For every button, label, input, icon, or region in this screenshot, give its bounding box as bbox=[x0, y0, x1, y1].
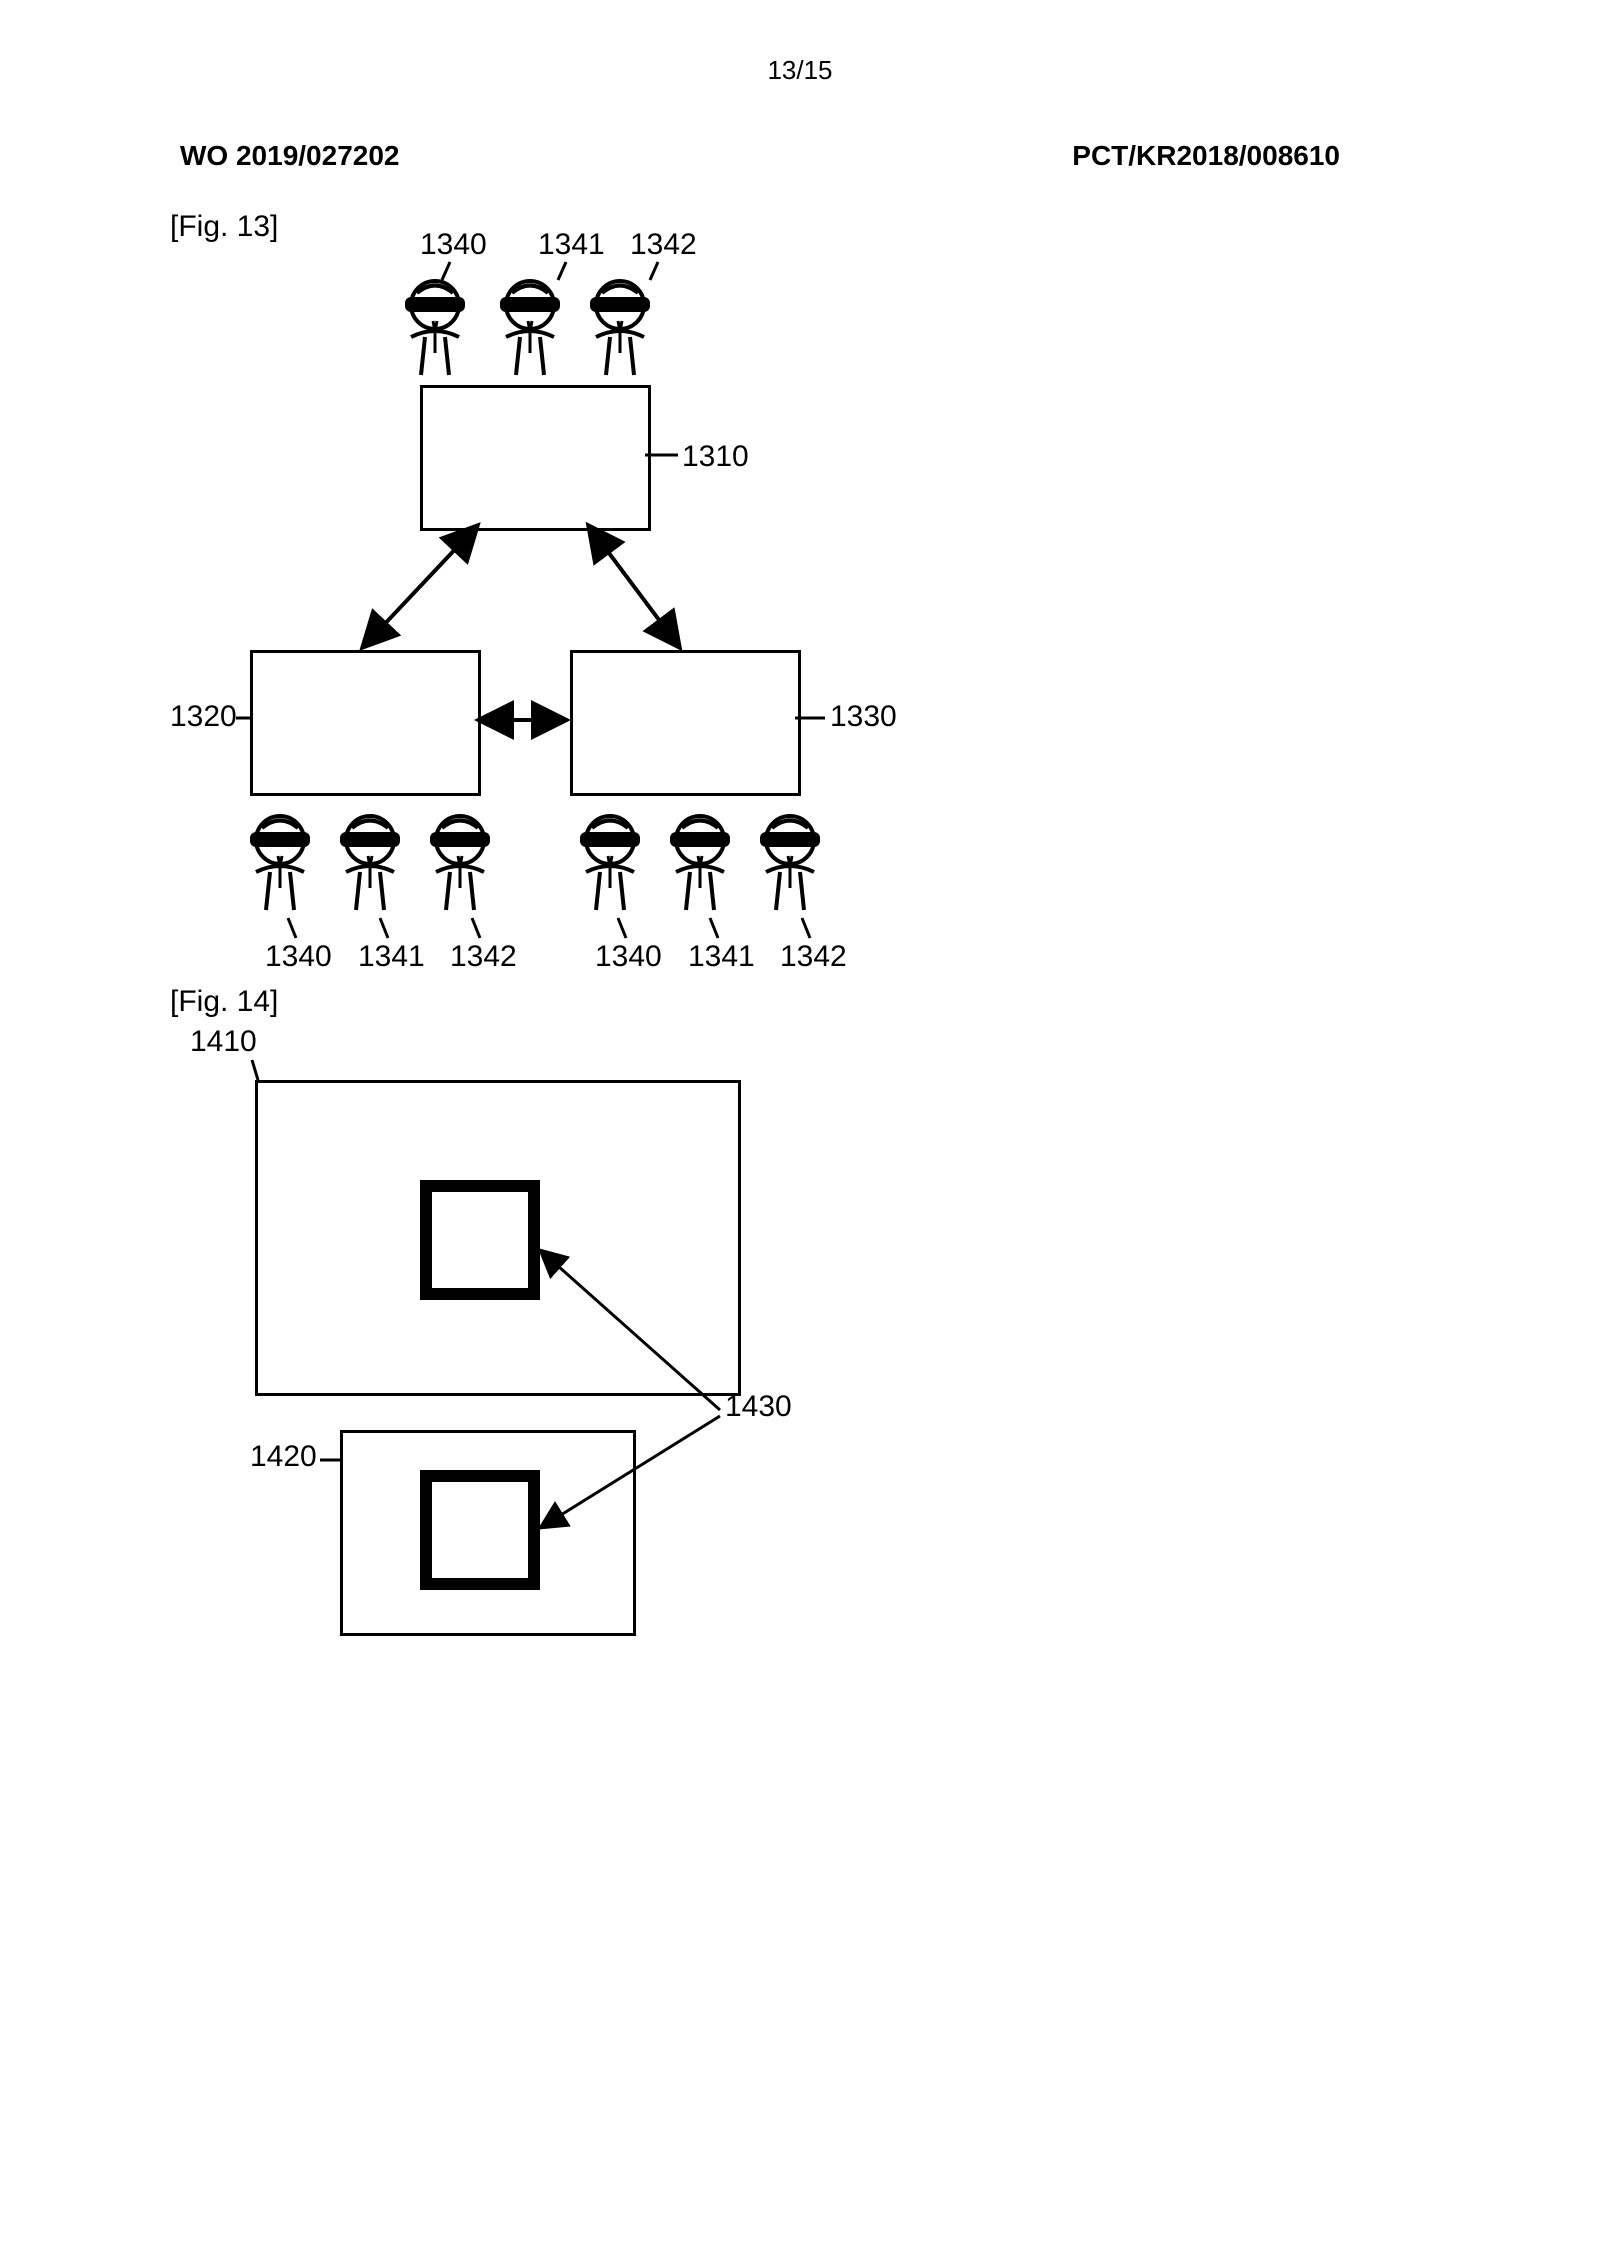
vr-user-icon bbox=[670, 816, 730, 910]
box-1430-a bbox=[420, 1180, 540, 1300]
ref-1310: 1310 bbox=[682, 440, 749, 474]
box-1330 bbox=[570, 650, 801, 796]
ref-1342-bl: 1342 bbox=[450, 940, 517, 974]
diagram-overlay bbox=[0, 0, 1600, 2264]
box-1430-b bbox=[420, 1470, 540, 1590]
ref-1340-bl: 1340 bbox=[265, 940, 332, 974]
box-1320 bbox=[250, 650, 481, 796]
application-number: PCT/KR2018/008610 bbox=[1072, 140, 1340, 172]
ref-1340-top: 1340 bbox=[420, 228, 487, 262]
publication-number: WO 2019/027202 bbox=[180, 140, 400, 172]
vr-user-icon bbox=[500, 281, 560, 375]
ref-1330: 1330 bbox=[830, 700, 897, 734]
vr-user-icon bbox=[340, 816, 400, 910]
vr-user-icon bbox=[760, 816, 820, 910]
figure-13-label: [Fig. 13] bbox=[170, 210, 278, 244]
vr-user-icon bbox=[580, 816, 640, 910]
ref-1430: 1430 bbox=[725, 1390, 792, 1424]
ref-1320: 1320 bbox=[170, 700, 237, 734]
figure-14-label: [Fig. 14] bbox=[170, 985, 278, 1019]
ref-1341-bl: 1341 bbox=[358, 940, 425, 974]
ref-1342-br: 1342 bbox=[780, 940, 847, 974]
ref-1420: 1420 bbox=[250, 1440, 317, 1474]
ref-1341-br: 1341 bbox=[688, 940, 755, 974]
vr-user-icon bbox=[430, 816, 490, 910]
box-1310 bbox=[420, 385, 651, 531]
vr-user-icon bbox=[250, 816, 310, 910]
patent-page: 13/15 WO 2019/027202 PCT/KR2018/008610 [… bbox=[0, 0, 1600, 2264]
ref-1341-top: 1341 bbox=[538, 228, 605, 262]
ref-1340-br: 1340 bbox=[595, 940, 662, 974]
ref-1410: 1410 bbox=[190, 1025, 257, 1059]
page-number: 13/15 bbox=[0, 55, 1600, 86]
ref-1342-top: 1342 bbox=[630, 228, 697, 262]
vr-user-icon bbox=[590, 281, 650, 375]
vr-user-icon bbox=[405, 281, 465, 375]
